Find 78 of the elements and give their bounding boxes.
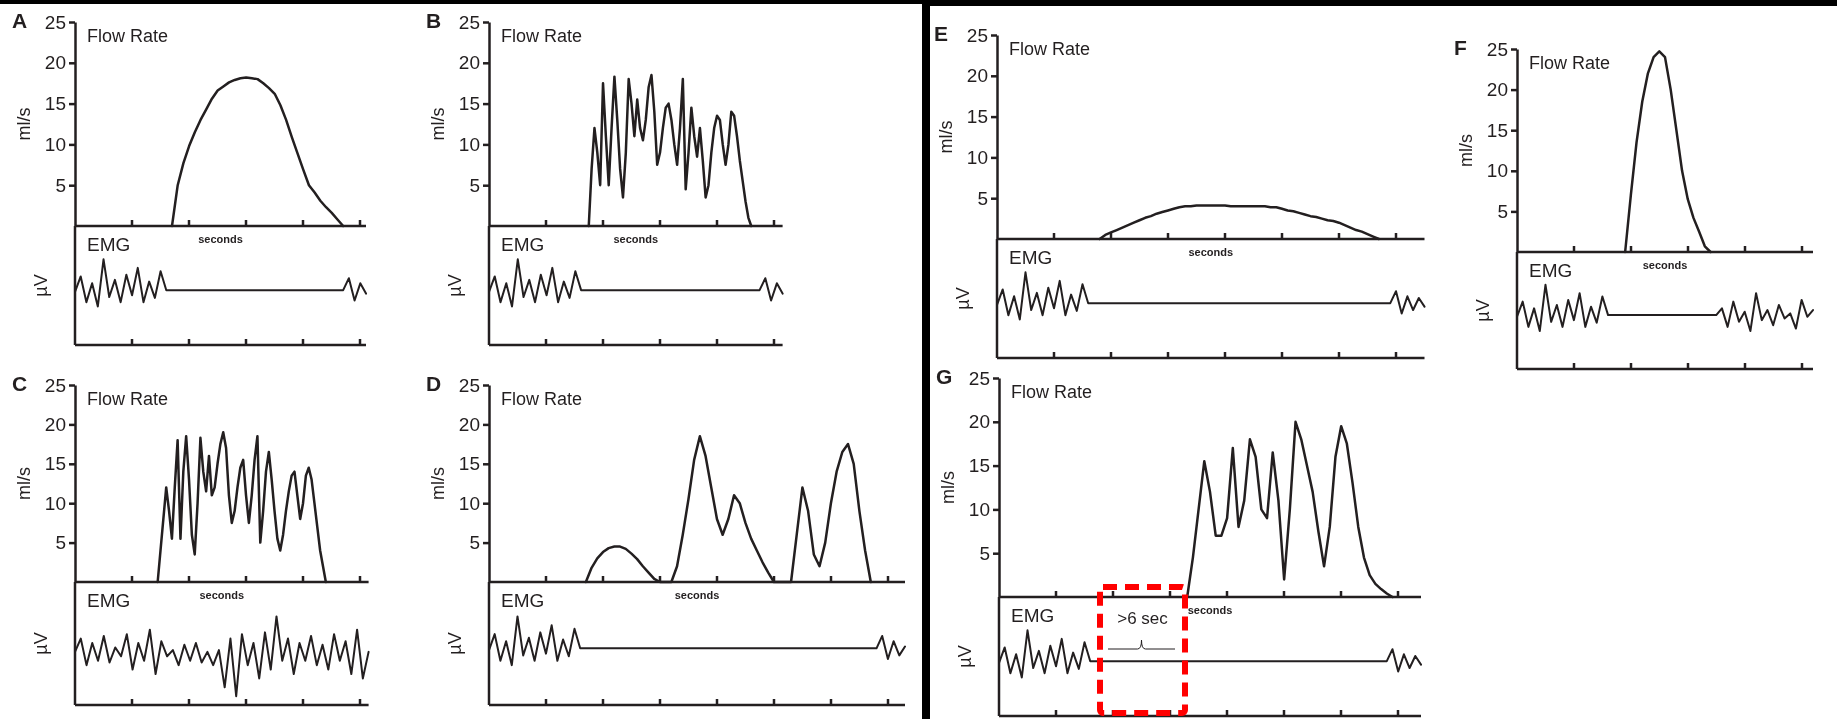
chart-title: EMG: [87, 590, 131, 611]
y-tick-label: 25: [458, 374, 480, 396]
y-tick-label: 5: [469, 532, 480, 554]
y-tick-label: 15: [44, 453, 66, 475]
y-tick-label: 5: [1497, 200, 1508, 222]
chart-title: EMG: [501, 234, 545, 255]
y-tick-label: 5: [979, 542, 990, 564]
y-tick-label: 25: [1486, 38, 1508, 60]
chart-subtitle: Flow Rate: [1529, 53, 1611, 73]
x-axis-title: seconds: [1642, 259, 1688, 271]
y-tick-label: 15: [44, 93, 66, 115]
chart-title: EMG: [1009, 247, 1053, 268]
y-tick-label: 25: [458, 11, 480, 33]
chart-title: C: [12, 372, 28, 395]
chart-title: E: [934, 22, 949, 45]
x-axis-title: seconds: [198, 233, 243, 245]
y-tick-label: 25: [968, 367, 990, 389]
y-axis-title: ml/s: [428, 107, 448, 141]
chart-subtitle: Flow Rate: [87, 389, 169, 409]
y-axis-title: ml/s: [1456, 134, 1476, 167]
y-tick-label: 10: [458, 133, 480, 155]
y-tick-label: 20: [458, 413, 480, 435]
y-tick-label: 15: [1486, 119, 1508, 141]
chart-subtitle: Flow Rate: [501, 389, 583, 409]
y-tick-label: 15: [966, 106, 988, 128]
text: >6 sec: [1117, 609, 1169, 628]
y-tick-label: 20: [44, 52, 66, 74]
chart-subtitle: Flow Rate: [87, 26, 169, 46]
chart-subtitle: Flow Rate: [1011, 382, 1093, 402]
chart-subtitle: Flow Rate: [1009, 39, 1091, 59]
y-axis-title: µV: [31, 274, 51, 297]
chart-title: EMG: [501, 590, 545, 611]
y-axis-title: µV: [955, 645, 975, 668]
y-tick-label: 20: [966, 65, 988, 87]
y-axis-title: µV: [445, 632, 465, 655]
y-axis-title: ml/s: [14, 107, 34, 141]
y-tick-label: 20: [1486, 79, 1508, 101]
y-tick-label: 5: [977, 187, 988, 209]
y-axis-title: µV: [953, 287, 973, 310]
y-axis-title: µV: [1473, 299, 1493, 322]
chart-title: A: [12, 9, 28, 32]
y-axis-title: µV: [445, 274, 465, 297]
y-tick-label: 10: [968, 498, 990, 520]
y-axis-title: ml/s: [938, 471, 958, 504]
y-tick-label: 20: [458, 52, 480, 74]
y-tick-label: 10: [1486, 160, 1508, 182]
y-axis-title: ml/s: [936, 120, 956, 154]
y-tick-label: 10: [458, 492, 480, 514]
chart-title: B: [426, 9, 442, 32]
x-axis-title: seconds: [199, 589, 245, 601]
y-tick-label: 25: [44, 374, 66, 396]
chart-title: EMG: [1529, 260, 1573, 281]
y-tick-label: 5: [469, 174, 480, 196]
chart-title: EMG: [87, 234, 131, 255]
chart-subtitle: Flow Rate: [501, 26, 583, 46]
x-axis-title: seconds: [1188, 246, 1234, 258]
y-tick-label: 10: [966, 146, 988, 168]
y-tick-label: 15: [968, 455, 990, 477]
chart-title: EMG: [1011, 605, 1055, 626]
x-axis-title: seconds: [613, 233, 659, 245]
y-tick-label: 20: [44, 413, 66, 435]
y-tick-label: 25: [44, 11, 66, 33]
y-axis-title: ml/s: [428, 467, 448, 500]
y-tick-label: 25: [966, 24, 988, 46]
x-axis-title: seconds: [674, 589, 720, 601]
y-tick-label: 10: [44, 133, 66, 155]
y-tick-label: 20: [968, 411, 990, 433]
y-tick-label: 10: [44, 492, 66, 514]
y-axis-title: ml/s: [14, 467, 34, 500]
y-axis-title: µV: [31, 632, 51, 655]
y-tick-label: 5: [55, 532, 66, 554]
x-axis-title: seconds: [1187, 604, 1233, 616]
y-tick-label: 15: [458, 93, 480, 115]
chart-title: D: [426, 372, 442, 395]
chart-title: F: [1454, 36, 1467, 59]
y-tick-label: 15: [458, 453, 480, 475]
chart-title: G: [936, 365, 953, 388]
y-tick-label: 5: [55, 174, 66, 196]
